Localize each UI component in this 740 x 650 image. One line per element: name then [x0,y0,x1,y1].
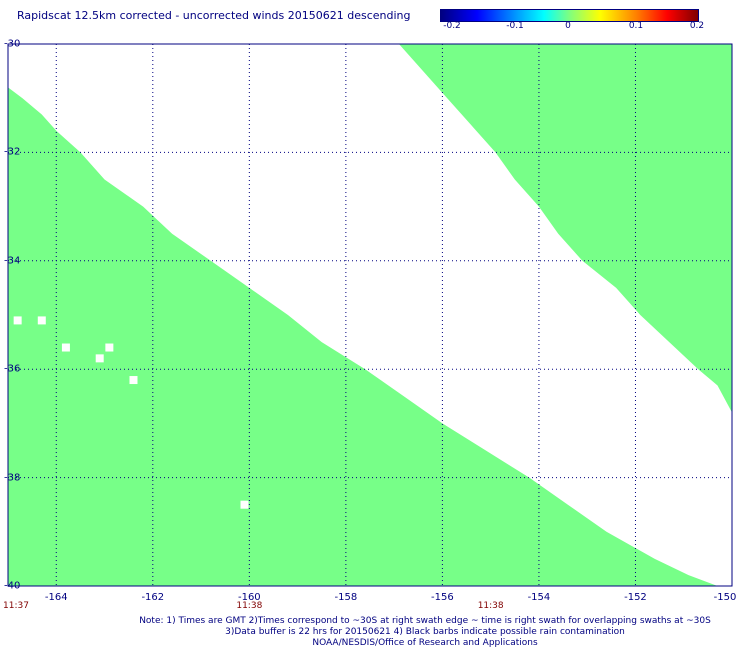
y-tick-label: -36 [4,363,21,375]
y-tick-label: -32 [4,146,21,158]
colorbar [440,9,699,22]
data-gap [95,354,104,363]
data-gap [105,343,114,352]
swath-1 [8,87,732,587]
colorbar-label: 0.1 [628,21,644,31]
data-gap [240,500,249,509]
swath-time-label: 11:38 [477,601,504,611]
y-tick-label: -34 [4,255,21,267]
x-tick-label: -160 [237,592,261,603]
data-gap [13,316,22,325]
y-tick-label: -40 [4,580,21,592]
y-tick-label: -38 [4,472,21,484]
colorbar-label: -0.1 [506,21,524,31]
colorbar-label: 0.2 [689,21,705,31]
map-frame [7,43,733,587]
x-tick-label: -162 [141,592,165,603]
data-gap [37,316,46,325]
data-gap [129,376,138,385]
x-tick-label: -152 [624,592,647,603]
map-title: Rapidscat 12.5km corrected - uncorrected… [17,9,411,22]
y-tick-label: -30 [4,38,21,50]
gap-layer [13,316,249,509]
x-tick-label: -158 [334,592,358,603]
x-tick-label: -164 [44,592,68,603]
swath-time-label: 11:37 [3,601,29,611]
note-line-2: 3)Data buffer is 22 hrs for 20150621 4) … [225,627,625,637]
note-line-3: NOAA/NESDIS/Office of Research and Appli… [312,638,538,648]
x-tick-label: -150 [713,592,737,603]
swath-2 [398,44,732,413]
swath-time-label: 11:38 [236,601,263,611]
x-tick-label: -156 [431,592,454,603]
x-tick-label: -154 [527,592,551,603]
data-gap [61,343,70,352]
swath-layer [8,44,732,587]
colorbar-label: -0.2 [443,21,461,31]
note-line-1: Note: 1) Times are GMT 2)Times correspon… [139,616,711,626]
colorbar-label: 0 [565,21,571,31]
